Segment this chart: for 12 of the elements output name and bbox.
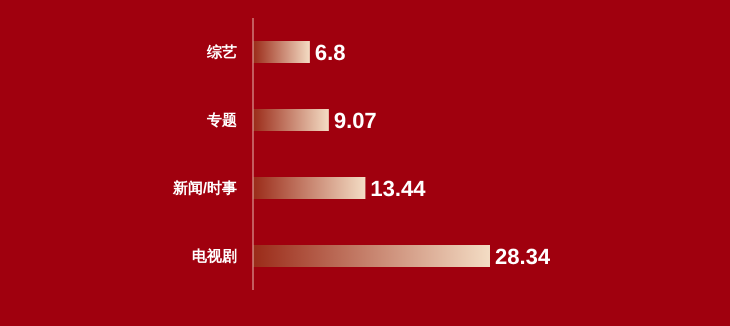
y-tick-label: 专题 bbox=[206, 112, 237, 129]
bar bbox=[253, 177, 366, 199]
data-label: 13.44 bbox=[370, 176, 426, 201]
data-label: 6.8 bbox=[314, 40, 346, 65]
data-label: 28.34 bbox=[495, 244, 551, 269]
bar bbox=[253, 109, 329, 131]
y-tick-label: 电视剧 bbox=[192, 248, 237, 265]
bar bbox=[253, 245, 490, 267]
data-label: 9.07 bbox=[334, 108, 377, 133]
y-tick-label: 综艺 bbox=[206, 44, 237, 61]
bar bbox=[253, 41, 310, 63]
y-tick-label: 新闻/时事 bbox=[172, 179, 237, 197]
